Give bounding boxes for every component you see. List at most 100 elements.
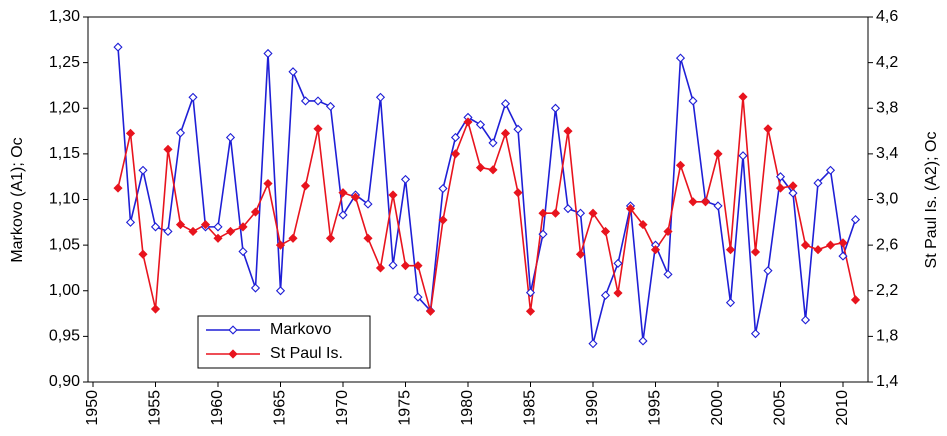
data-point bbox=[275, 286, 286, 296]
data-point bbox=[513, 188, 523, 198]
data-point bbox=[400, 261, 411, 271]
data-point bbox=[138, 249, 148, 259]
x-tick-label: 1965 bbox=[272, 390, 289, 426]
data-point bbox=[725, 298, 736, 308]
data-point bbox=[563, 126, 573, 136]
data-point bbox=[300, 181, 311, 191]
data-point bbox=[225, 132, 236, 143]
data-point bbox=[450, 149, 461, 159]
data-point bbox=[663, 226, 673, 237]
data-point bbox=[313, 96, 323, 106]
data-point bbox=[713, 149, 723, 159]
data-point bbox=[825, 165, 836, 175]
data-point bbox=[588, 339, 598, 349]
data-point bbox=[113, 42, 123, 52]
x-tick-label: 1975 bbox=[397, 390, 414, 426]
data-point bbox=[363, 199, 373, 209]
data-point bbox=[588, 208, 598, 218]
data-point bbox=[338, 210, 348, 220]
data-point bbox=[150, 304, 161, 314]
legend-label: St Paul Is. bbox=[270, 345, 343, 362]
data-point bbox=[125, 128, 136, 138]
series-line bbox=[117, 96, 857, 312]
y2-tick-label: 1,4 bbox=[876, 373, 898, 390]
data-point bbox=[538, 229, 548, 239]
y-tick-label: 0,95 bbox=[49, 328, 80, 345]
data-point bbox=[600, 226, 611, 237]
data-point bbox=[450, 132, 461, 143]
x-tick-label: 2000 bbox=[709, 390, 726, 426]
data-point bbox=[525, 287, 536, 298]
x-tick-label: 1950 bbox=[84, 390, 101, 426]
data-point bbox=[325, 233, 336, 243]
y2-tick-label: 2,6 bbox=[876, 236, 898, 253]
data-point bbox=[275, 240, 286, 250]
data-point bbox=[413, 292, 423, 302]
data-point bbox=[375, 263, 386, 273]
data-point bbox=[638, 336, 648, 346]
series-line bbox=[117, 47, 857, 344]
data-point bbox=[488, 138, 498, 148]
data-point bbox=[538, 208, 548, 218]
data-point bbox=[675, 160, 686, 170]
y-tick-label: 0,90 bbox=[49, 373, 80, 390]
data-point bbox=[438, 183, 448, 194]
data-point bbox=[838, 251, 848, 261]
data-point bbox=[725, 245, 736, 255]
data-point bbox=[525, 306, 536, 316]
y-tick-label: 1,15 bbox=[49, 145, 80, 162]
y2-tick-label: 4,2 bbox=[876, 54, 898, 71]
data-point bbox=[175, 128, 186, 138]
y2-tick-label: 3,8 bbox=[876, 99, 898, 116]
data-point bbox=[688, 96, 698, 106]
data-point bbox=[813, 245, 823, 255]
y2-tick-label: 3,0 bbox=[876, 191, 898, 208]
y-tick-label: 1,05 bbox=[49, 236, 80, 253]
data-point bbox=[650, 245, 661, 255]
y-axis-label: Markovo (A1); Oc bbox=[9, 137, 26, 262]
data-point bbox=[388, 260, 398, 270]
data-point bbox=[400, 174, 411, 185]
y-tick-label: 1,00 bbox=[49, 282, 80, 299]
data-point bbox=[425, 306, 436, 316]
data-point bbox=[113, 183, 123, 193]
data-point bbox=[163, 226, 173, 237]
y2-axis-label: St Paul Is. (A2); Oc bbox=[923, 132, 940, 269]
data-point bbox=[788, 181, 798, 191]
data-point bbox=[288, 233, 298, 243]
data-point bbox=[175, 220, 186, 230]
data-point bbox=[188, 92, 198, 102]
data-point bbox=[838, 238, 848, 248]
data-point bbox=[550, 208, 561, 218]
data-point bbox=[813, 178, 823, 188]
y2-tick-label: 2,2 bbox=[876, 282, 898, 299]
legend: Markovo St Paul Is. bbox=[197, 315, 371, 369]
x-tick-label: 1985 bbox=[522, 390, 539, 426]
data-point bbox=[350, 192, 361, 202]
data-point bbox=[763, 266, 773, 276]
data-point bbox=[738, 151, 748, 161]
y-tick-label: 1,30 bbox=[49, 8, 80, 25]
x-tick-label: 1970 bbox=[334, 390, 351, 426]
y-tick-label: 1,20 bbox=[49, 99, 80, 116]
data-point bbox=[238, 246, 248, 257]
data-point bbox=[475, 162, 486, 173]
data-point bbox=[313, 124, 323, 134]
data-point bbox=[288, 67, 298, 77]
data-point bbox=[475, 120, 486, 130]
data-point bbox=[488, 165, 498, 175]
x-tick-label: 1990 bbox=[584, 390, 601, 426]
data-point bbox=[575, 249, 586, 259]
data-point bbox=[613, 288, 623, 298]
data-point bbox=[138, 165, 148, 175]
y2-tick-label: 3,4 bbox=[876, 145, 898, 162]
data-point bbox=[163, 144, 173, 154]
y2-tick-label: 1,8 bbox=[876, 328, 898, 345]
data-point bbox=[413, 261, 423, 271]
data-point bbox=[250, 207, 261, 217]
data-point bbox=[213, 233, 223, 243]
data-point bbox=[700, 197, 711, 207]
data-point bbox=[150, 222, 161, 232]
data-point bbox=[850, 214, 861, 225]
